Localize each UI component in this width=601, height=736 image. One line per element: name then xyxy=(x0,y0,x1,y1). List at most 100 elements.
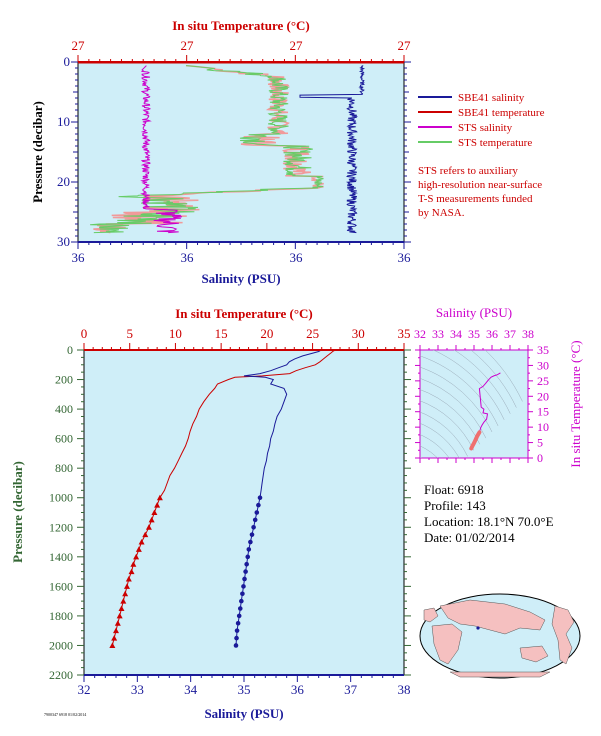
main-sal-tick-label-1: 33 xyxy=(131,682,144,697)
main-panel-ticks xyxy=(77,343,411,682)
main-profile-lines xyxy=(109,349,336,648)
main-temp-marker-10 xyxy=(128,568,135,575)
main-series-line-2 xyxy=(243,349,322,498)
main-sal-marker-9 xyxy=(244,561,249,567)
main-sal-marker-17 xyxy=(235,620,241,626)
info-float: Float: 6918 xyxy=(424,482,484,497)
ts-temp-tick-label-2: 10 xyxy=(537,420,549,434)
top-temp-tick-2: 27 xyxy=(290,38,304,53)
top-sts-salinity-trace xyxy=(140,65,183,234)
top-pressure-axis-title: Pressure (decibar) xyxy=(30,101,45,203)
top-sal-tick-1: 36 xyxy=(181,250,195,265)
ts-panel-ticks xyxy=(415,345,533,463)
main-sal-marker-3 xyxy=(252,517,258,523)
legend-label-sbe41-temperature: SBE41 temperature xyxy=(458,107,545,119)
main-pressure-tick-label-10: 2000 xyxy=(49,638,73,652)
main-pressure-tick-label-0: 0 xyxy=(67,343,73,357)
ts-sal-tick-label-3: 35 xyxy=(468,327,480,341)
ts-sal-axis-title: Salinity (PSU) xyxy=(436,305,512,320)
ts-sal-tick-labels: 32 33 34 35 36 37 38 xyxy=(414,327,534,341)
world-map xyxy=(419,593,581,679)
main-pressure-tick-label-6: 1200 xyxy=(49,520,73,534)
main-temp-tick-label-1: 5 xyxy=(126,326,133,341)
top-panel: In situ Temperature (°C) 27 27 27 27 36 … xyxy=(30,18,545,286)
main-sal-marker-7 xyxy=(246,547,252,552)
main-pressure-axis-title: Pressure (decibar) xyxy=(10,461,25,563)
main-panel: In situ Temperature (°C) 0 5 10 15 20 25 30 35 … xyxy=(10,306,411,721)
ts-temp-tick-label-6: 30 xyxy=(537,358,549,372)
main-sal-marker-4 xyxy=(251,524,256,530)
main-sal-marker-14 xyxy=(239,598,244,604)
main-sal-marker-10 xyxy=(243,569,248,574)
ts-profile-lines xyxy=(469,372,501,451)
main-sal-marker-2 xyxy=(254,510,260,515)
ts-density-isoline xyxy=(453,350,511,414)
top-panel-ticks xyxy=(71,55,411,249)
top-temp-axis-title: In situ Temperature (°C) xyxy=(172,18,310,33)
main-temp-marker-3 xyxy=(148,516,155,523)
map-land-antarctica xyxy=(449,671,551,678)
ts-density-isoline xyxy=(420,411,468,457)
map-land-australia xyxy=(519,645,549,663)
sts-note-line-4: by NASA. xyxy=(418,207,465,219)
ts-temp-tick-label-7: 35 xyxy=(537,343,549,357)
main-temp-marker-0 xyxy=(156,494,163,501)
top-pressure-tick-0: 0 xyxy=(64,54,71,69)
main-pressure-tick-labels: 0 200 400 600 800 1000 1200 1400 1600 1800 2000 220… xyxy=(49,343,73,682)
main-temp-tick-label-5: 25 xyxy=(306,326,319,341)
main-temp-marker-1 xyxy=(154,502,161,508)
main-sal-marker-5 xyxy=(249,532,255,537)
ts-density-isoline xyxy=(420,378,487,439)
main-series-line-0 xyxy=(159,349,336,498)
top-sal-tick-2: 36 xyxy=(290,250,304,265)
main-temp-marker-14 xyxy=(120,598,127,604)
main-temp-marker-11 xyxy=(125,575,132,582)
main-temp-marker-4 xyxy=(145,524,152,530)
main-sal-tick-label-2: 34 xyxy=(184,682,198,697)
legend-label-sts-temperature: STS temperature xyxy=(458,137,532,149)
main-sal-marker-13 xyxy=(240,591,245,597)
map-continents xyxy=(423,599,575,678)
map-land-africa xyxy=(431,623,463,665)
main-temp-marker-20 xyxy=(109,642,116,648)
legend-label-sbe41-salinity: SBE41 salinity xyxy=(458,92,525,104)
info-profile: Profile: 143 xyxy=(424,498,486,513)
ts-temp-tick-label-4: 20 xyxy=(537,389,549,403)
main-temp-axis-title: In situ Temperature (°C) xyxy=(175,306,313,321)
main-temp-marker-7 xyxy=(135,546,142,552)
main-temp-marker-2 xyxy=(151,509,158,515)
ts-sal-tick-label-0: 32 xyxy=(414,327,426,341)
main-temp-marker-5 xyxy=(142,531,149,538)
main-pressure-tick-label-1: 200 xyxy=(55,373,73,387)
main-sal-tick-label-6: 38 xyxy=(398,682,411,697)
footer-stamp: 7900347 6918 01/02/2014 xyxy=(44,712,86,717)
top-legend: SBE41 salinity SBE41 temperature STS sal… xyxy=(418,92,545,149)
main-sal-marker-0 xyxy=(257,495,263,501)
main-temp-marker-8 xyxy=(133,553,140,560)
main-pressure-tick-label-9: 1800 xyxy=(49,609,73,623)
ts-density-isoline xyxy=(420,366,493,433)
ts-temp-tick-label-3: 15 xyxy=(537,405,549,419)
ts-temp-axis-title: In situ Temperature (°C) xyxy=(568,340,583,467)
main-pressure-tick-label-5: 1000 xyxy=(49,491,73,505)
map-float-location-marker xyxy=(476,626,480,630)
main-temp-tick-label-6: 30 xyxy=(352,326,365,341)
ts-density-contours xyxy=(420,350,523,458)
sts-note-line-1: STS refers to auxiliary xyxy=(418,165,518,177)
top-sal-tick-0: 36 xyxy=(72,250,86,265)
main-temp-tick-label-7: 35 xyxy=(398,326,411,341)
main-sal-marker-18 xyxy=(234,628,240,633)
main-temp-marker-15 xyxy=(118,605,125,612)
main-sal-marker-16 xyxy=(236,613,242,619)
ts-temp-tick-label-1: 5 xyxy=(537,436,543,450)
map-land-america-west xyxy=(423,607,439,623)
main-sal-marker-11 xyxy=(242,576,247,582)
main-temp-tick-label-0: 0 xyxy=(81,326,88,341)
main-sal-marker-8 xyxy=(245,554,251,560)
main-pressure-tick-label-4: 800 xyxy=(55,461,73,475)
top-sal-tick-3: 36 xyxy=(398,250,412,265)
ts-sal-tick-label-2: 34 xyxy=(450,327,462,341)
main-temp-tick-label-4: 20 xyxy=(260,326,273,341)
main-sal-marker-12 xyxy=(241,584,246,589)
map-land-america-east xyxy=(551,605,575,665)
